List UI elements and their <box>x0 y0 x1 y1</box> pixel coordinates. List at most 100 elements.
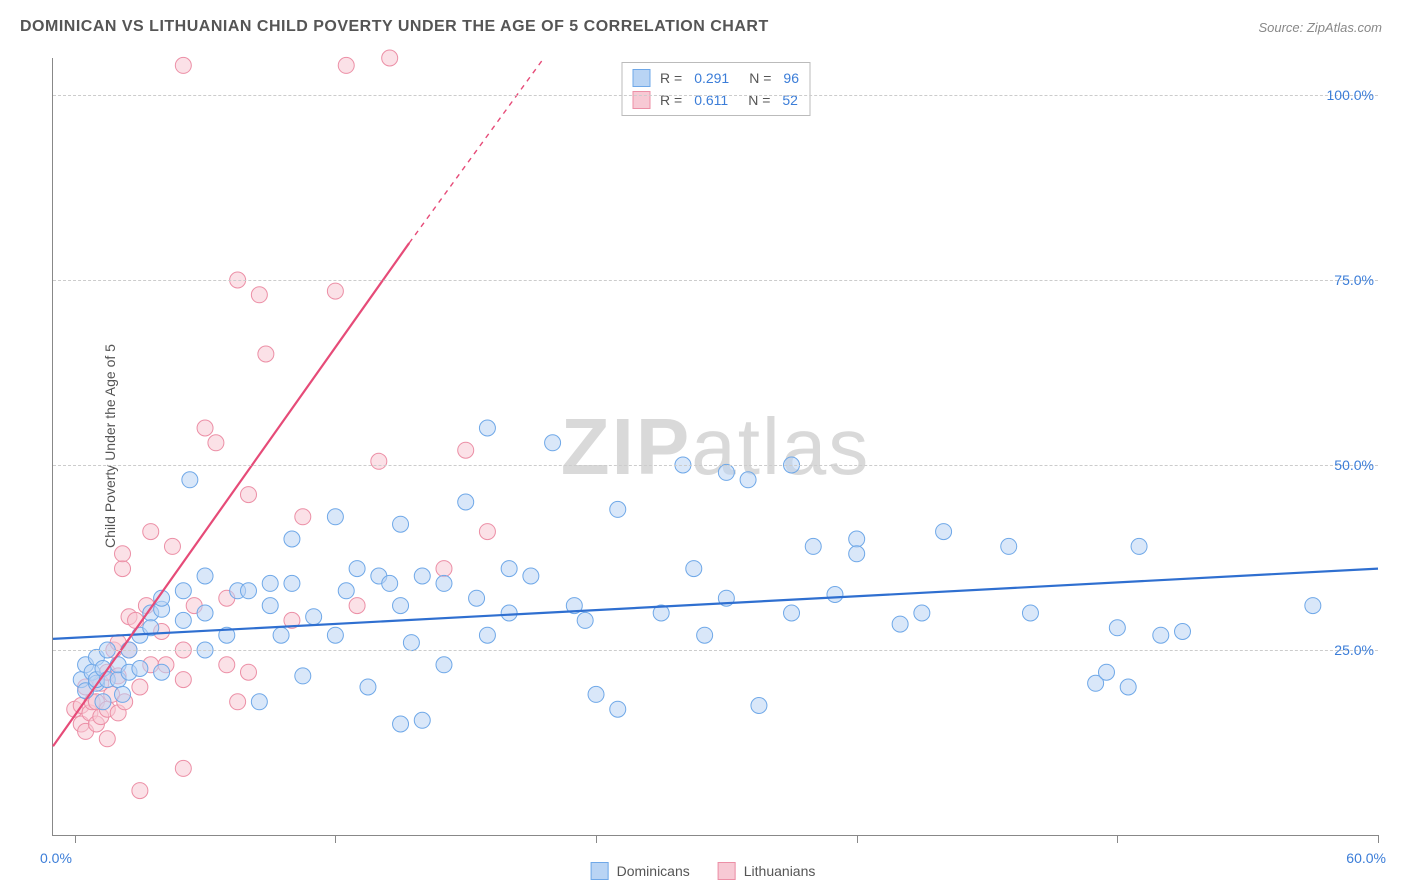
scatter-point-dominicans <box>436 575 452 591</box>
x-tick <box>1378 835 1379 843</box>
dominicans-n-value: 96 <box>783 70 799 86</box>
scatter-point-dominicans <box>686 561 702 577</box>
r-label: R = <box>660 70 682 86</box>
x-tick <box>1117 835 1118 843</box>
legend-label-lithuanians: Lithuanians <box>744 863 816 879</box>
scatter-point-lithuanians <box>295 509 311 525</box>
scatter-point-lithuanians <box>175 760 191 776</box>
scatter-point-dominicans <box>262 598 278 614</box>
scatter-point-dominicans <box>479 627 495 643</box>
x-tick <box>596 835 597 843</box>
swatch-dominicans <box>632 69 650 87</box>
scatter-point-dominicans <box>414 712 430 728</box>
scatter-point-dominicans <box>393 516 409 532</box>
legend-swatch-dominicans <box>591 862 609 880</box>
scatter-point-dominicans <box>240 583 256 599</box>
scatter-point-dominicans <box>262 575 278 591</box>
scatter-point-dominicans <box>501 561 517 577</box>
legend-label-dominicans: Dominicans <box>617 863 690 879</box>
swatch-lithuanians <box>632 91 650 109</box>
x-tick <box>857 835 858 843</box>
scatter-point-lithuanians <box>327 283 343 299</box>
scatter-point-dominicans <box>1153 627 1169 643</box>
scatter-point-dominicans <box>588 686 604 702</box>
scatter-point-lithuanians <box>240 487 256 503</box>
scatter-point-lithuanians <box>349 598 365 614</box>
legend-item-lithuanians: Lithuanians <box>718 862 816 880</box>
gridline <box>53 95 1378 96</box>
scatter-point-dominicans <box>175 583 191 599</box>
scatter-point-dominicans <box>327 627 343 643</box>
scatter-point-dominicans <box>1098 664 1114 680</box>
scatter-point-dominicans <box>284 575 300 591</box>
legend-swatch-lithuanians <box>718 862 736 880</box>
scatter-point-dominicans <box>306 609 322 625</box>
scatter-point-lithuanians <box>338 57 354 73</box>
scatter-point-dominicans <box>360 679 376 695</box>
scatter-point-dominicans <box>827 587 843 603</box>
x-tick <box>75 835 76 843</box>
n-label: N = <box>749 70 771 86</box>
stats-legend-box: R = 0.291 N = 96 R = 0.611 N = 52 <box>621 62 810 116</box>
y-tick-label: 75.0% <box>1334 272 1380 288</box>
stats-row-dominicans: R = 0.291 N = 96 <box>632 67 799 89</box>
scatter-point-dominicans <box>338 583 354 599</box>
scatter-svg <box>53 58 1378 835</box>
x-axis-min-label: 0.0% <box>40 850 72 866</box>
scatter-point-lithuanians <box>219 657 235 673</box>
x-axis-max-label: 60.0% <box>1346 850 1386 866</box>
scatter-point-dominicans <box>382 575 398 591</box>
chart-title: DOMINICAN VS LITHUANIAN CHILD POVERTY UN… <box>20 18 769 36</box>
scatter-point-dominicans <box>914 605 930 621</box>
scatter-point-dominicans <box>327 509 343 525</box>
source-attribution: Source: ZipAtlas.com <box>1258 20 1382 35</box>
scatter-point-dominicans <box>403 635 419 651</box>
scatter-point-lithuanians <box>115 561 131 577</box>
trendline-lithuanians-extrapolated <box>409 58 544 243</box>
y-tick-label: 50.0% <box>1334 457 1380 473</box>
scatter-point-dominicans <box>197 605 213 621</box>
scatter-point-lithuanians <box>99 731 115 747</box>
scatter-point-lithuanians <box>164 538 180 554</box>
scatter-point-dominicans <box>197 568 213 584</box>
scatter-point-dominicans <box>784 605 800 621</box>
scatter-point-dominicans <box>295 668 311 684</box>
scatter-point-lithuanians <box>251 287 267 303</box>
scatter-point-dominicans <box>95 694 111 710</box>
scatter-point-dominicans <box>1022 605 1038 621</box>
scatter-point-dominicans <box>751 698 767 714</box>
scatter-point-lithuanians <box>197 420 213 436</box>
scatter-point-dominicans <box>284 531 300 547</box>
scatter-point-dominicans <box>1109 620 1125 636</box>
scatter-point-dominicans <box>479 420 495 436</box>
scatter-point-dominicans <box>458 494 474 510</box>
scatter-point-dominicans <box>436 657 452 673</box>
y-tick-label: 25.0% <box>1334 642 1380 658</box>
scatter-point-dominicans <box>393 716 409 732</box>
y-tick-label: 100.0% <box>1327 87 1380 103</box>
scatter-point-lithuanians <box>458 442 474 458</box>
bottom-legend: Dominicans Lithuanians <box>591 862 816 880</box>
scatter-point-dominicans <box>718 464 734 480</box>
scatter-point-dominicans <box>849 531 865 547</box>
scatter-point-dominicans <box>805 538 821 554</box>
scatter-point-dominicans <box>740 472 756 488</box>
scatter-point-dominicans <box>849 546 865 562</box>
scatter-point-dominicans <box>545 435 561 451</box>
scatter-point-dominicans <box>393 598 409 614</box>
scatter-point-lithuanians <box>132 679 148 695</box>
legend-item-dominicans: Dominicans <box>591 862 690 880</box>
scatter-point-lithuanians <box>175 672 191 688</box>
scatter-point-lithuanians <box>143 524 159 540</box>
scatter-point-dominicans <box>1175 624 1191 640</box>
scatter-point-dominicans <box>251 694 267 710</box>
scatter-point-lithuanians <box>230 694 246 710</box>
scatter-point-lithuanians <box>436 561 452 577</box>
scatter-point-dominicans <box>154 664 170 680</box>
scatter-point-dominicans <box>414 568 430 584</box>
scatter-point-dominicans <box>610 701 626 717</box>
scatter-point-lithuanians <box>371 453 387 469</box>
scatter-point-lithuanians <box>115 546 131 562</box>
dominicans-r-value: 0.291 <box>694 70 729 86</box>
x-tick <box>335 835 336 843</box>
